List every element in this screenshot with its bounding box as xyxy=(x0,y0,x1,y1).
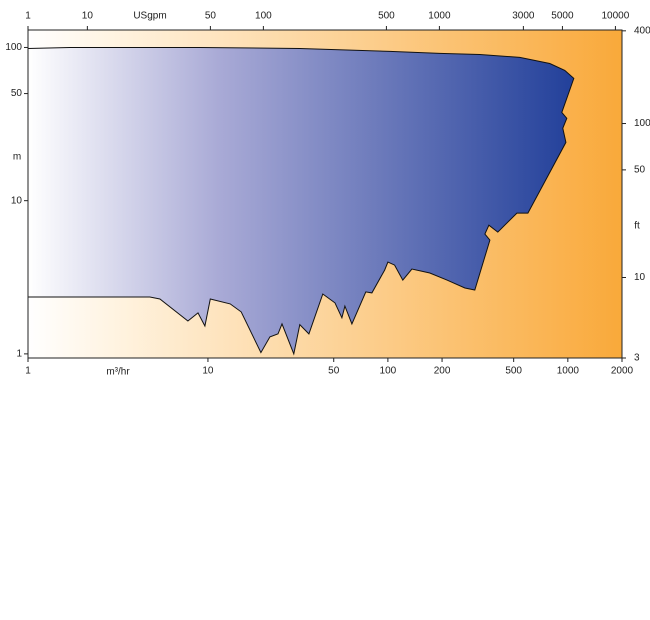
y2-tick-label: 10 xyxy=(634,272,646,283)
x-tick-label: 1000 xyxy=(557,366,580,377)
x-tick-label: 1 xyxy=(25,366,31,377)
x-tick-label: 500 xyxy=(505,366,522,377)
x2-tick-label: 3000 xyxy=(512,11,535,22)
y2-tick-label: 50 xyxy=(634,165,646,176)
x2-tick-label: 50 xyxy=(205,11,217,22)
x-tick-label: 2000 xyxy=(611,366,634,377)
x2-axis-label: USgpm xyxy=(133,11,166,22)
plot-frame xyxy=(27,29,623,359)
x-tick-label: 10 xyxy=(202,366,214,377)
x-tick-label: 100 xyxy=(380,366,397,377)
x-tick-label: 200 xyxy=(434,366,451,377)
x2-tick-label: 1 xyxy=(25,11,31,22)
range-area xyxy=(27,47,575,356)
x-tick-label: 50 xyxy=(328,366,340,377)
y-axis-label: m xyxy=(13,152,21,163)
x2-tick-label: 5000 xyxy=(551,11,574,22)
x2-tick-label: 10 xyxy=(82,11,94,22)
x2-tick-label: 500 xyxy=(378,11,395,22)
x2-tick-label: 10000 xyxy=(602,11,630,22)
y-tick-label: 10 xyxy=(11,195,23,206)
y2-tick-label: 100 xyxy=(634,118,650,129)
y-tick-label: 1 xyxy=(16,349,22,360)
x2-tick-label: 100 xyxy=(255,11,272,22)
y2-tick-label: 400 xyxy=(634,25,650,36)
y-tick-label: 100 xyxy=(5,42,22,53)
y2-tick-label: 3 xyxy=(634,353,640,364)
x-axis-label: m³/hr xyxy=(106,367,130,378)
y-tick-label: 50 xyxy=(11,88,23,99)
y2-axis-label: ft xyxy=(634,221,640,232)
x2-tick-label: 1000 xyxy=(428,11,451,22)
